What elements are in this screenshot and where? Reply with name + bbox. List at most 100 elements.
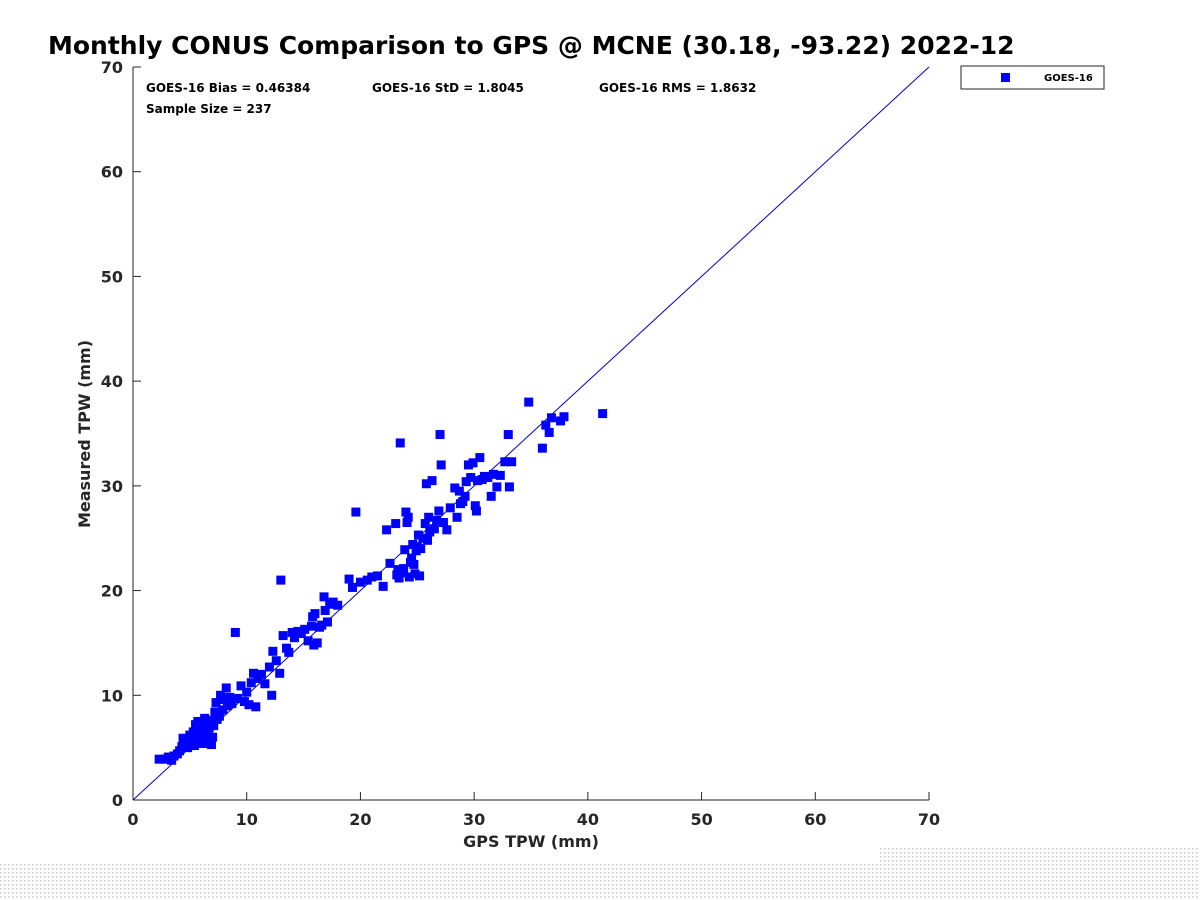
data-point: [214, 711, 224, 721]
data-point: [276, 575, 286, 585]
data-point: [205, 715, 215, 725]
data-point: [278, 631, 288, 641]
one-to-one-line: [132, 66, 930, 801]
data-point: [434, 506, 444, 516]
data-point: [559, 412, 569, 422]
data-point: [310, 609, 320, 619]
data-point: [409, 559, 419, 569]
data-point: [189, 741, 199, 751]
x-tick-label: 10: [236, 810, 258, 829]
x-tick-label: 30: [463, 810, 485, 829]
data-point: [452, 512, 462, 522]
axes: [132, 67, 929, 801]
data-point: [287, 627, 297, 637]
data-point: [218, 705, 228, 715]
data-point: [199, 738, 209, 748]
data-point: [303, 636, 313, 646]
data-point: [192, 732, 202, 742]
data-point: [154, 754, 164, 764]
y-axis-ticks: 0 10 20 30 40 50 60 70: [101, 58, 141, 810]
legend-box: [960, 65, 1105, 90]
data-point: [178, 733, 188, 743]
data-point: [209, 721, 219, 731]
data-point: [468, 458, 478, 468]
legend-marker-goes16: [1001, 73, 1010, 82]
data-point: [242, 687, 252, 697]
data-point: [598, 409, 608, 419]
data-point: [438, 518, 448, 528]
data-point: [436, 460, 446, 470]
data-point: [507, 457, 517, 467]
data-point: [403, 512, 413, 522]
bottom-texture: [0, 862, 1200, 900]
data-point: [416, 544, 426, 554]
y-tick-label: 50: [101, 267, 123, 286]
data-point: [300, 624, 310, 634]
data-point: [544, 427, 554, 437]
data-point: [415, 571, 425, 581]
data-point: [537, 443, 547, 453]
y-tick-label: 0: [112, 791, 123, 810]
data-point: [208, 732, 218, 742]
data-point: [475, 453, 485, 463]
stat-std: GOES-16 StD = 1.8045: [372, 81, 524, 95]
data-point: [461, 477, 471, 487]
data-point: [473, 476, 483, 486]
data-point: [407, 553, 417, 563]
data-point: [466, 472, 476, 482]
data-point: [362, 575, 372, 585]
data-point: [423, 535, 433, 545]
data-point: [450, 483, 460, 493]
x-tick-label: 40: [577, 810, 599, 829]
x-tick-label: 60: [804, 810, 826, 829]
data-point: [460, 491, 470, 501]
data-point: [210, 707, 220, 717]
data-point: [204, 723, 214, 733]
data-point: [382, 525, 392, 535]
data-point: [328, 597, 338, 607]
data-point: [225, 692, 235, 702]
data-point: [367, 572, 377, 582]
data-point: [418, 533, 428, 543]
data-point: [500, 457, 510, 467]
data-point: [420, 519, 430, 529]
data-point: [221, 683, 231, 693]
data-point: [333, 600, 343, 610]
data-point: [236, 681, 246, 691]
data-point: [317, 620, 327, 630]
y-tick-label: 60: [101, 163, 123, 182]
data-point: [463, 460, 473, 470]
data-point: [322, 617, 332, 627]
data-point: [219, 694, 229, 704]
data-point: [233, 693, 243, 703]
stat-sample-size: Sample Size = 237: [146, 102, 272, 116]
data-point: [432, 515, 442, 525]
data-point: [264, 662, 274, 672]
data-point: [222, 701, 232, 711]
data-point: [492, 482, 502, 492]
data-point: [427, 476, 437, 486]
data-point: [400, 545, 410, 555]
data-point: [385, 558, 395, 568]
data-point: [187, 734, 197, 744]
data-point: [320, 605, 330, 615]
data-point: [289, 633, 299, 643]
data-point: [284, 647, 294, 657]
y-tick-label: 70: [101, 58, 123, 77]
data-point: [206, 740, 216, 750]
y-tick-label: 40: [101, 372, 123, 391]
data-point: [391, 519, 401, 529]
data-point: [458, 497, 468, 507]
chart-title: Monthly CONUS Comparison to GPS @ MCNE (…: [48, 31, 1015, 60]
data-point: [488, 469, 498, 479]
data-point: [524, 397, 534, 407]
data-point: [410, 569, 420, 579]
data-point: [399, 564, 409, 574]
data-point: [256, 669, 266, 679]
data-point: [435, 430, 445, 440]
data-point: [193, 716, 203, 726]
data-point: [275, 668, 285, 678]
data-point: [424, 512, 434, 522]
stat-bias: GOES-16 Bias = 0.46384: [146, 81, 310, 95]
data-point: [454, 486, 464, 496]
